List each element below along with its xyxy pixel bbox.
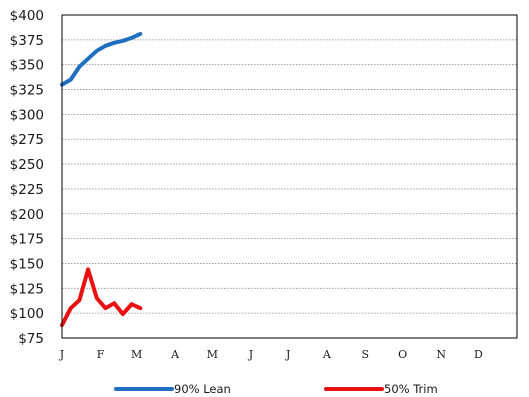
x-tick-label: S xyxy=(362,348,370,361)
y-tick-label: $325 xyxy=(10,83,44,99)
x-tick-label: O xyxy=(398,348,407,361)
y-tick-label: $350 xyxy=(10,58,44,74)
y-tick-label: $175 xyxy=(10,232,44,248)
legend-label: 90% Lean xyxy=(174,382,231,396)
y-tick-label: $100 xyxy=(10,306,44,322)
x-tick-label: A xyxy=(322,348,332,361)
y-axis-ticks: $75 $100 $125 $150 $175 $200 $225 $250 $275 $300 $… xyxy=(10,8,44,347)
plot-area-border xyxy=(61,14,518,339)
legend: 90% Lean 50% Trim xyxy=(114,382,438,396)
x-tick-label: A xyxy=(170,348,180,361)
y-tick-label: $150 xyxy=(10,256,44,272)
y-tick-label: $250 xyxy=(10,157,44,173)
y-tick-label: $125 xyxy=(10,281,44,297)
x-tick-label: J xyxy=(285,348,290,361)
series-line-1 xyxy=(60,31,143,87)
x-tick-label: F xyxy=(97,348,105,361)
legend-label: 50% Trim xyxy=(384,382,438,396)
y-tick-label: $300 xyxy=(10,107,44,123)
x-tick-label: J xyxy=(248,348,253,361)
x-tick-label: N xyxy=(436,348,446,361)
x-tick-label: D xyxy=(474,348,483,361)
x-tick-label: M xyxy=(207,348,218,361)
series-lines xyxy=(60,31,143,328)
series-line-2 xyxy=(60,267,143,328)
y-tick-label: $225 xyxy=(10,182,44,198)
y-tick-label: $75 xyxy=(18,331,44,347)
y-tick-label: $375 xyxy=(10,33,44,49)
y-tick-label: $275 xyxy=(10,132,44,148)
x-tick-label: J xyxy=(59,348,64,361)
x-tick-label: M xyxy=(131,348,142,361)
gridlines xyxy=(62,39,517,314)
y-tick-label: $200 xyxy=(10,207,44,223)
y-tick-label: $400 xyxy=(10,8,44,24)
